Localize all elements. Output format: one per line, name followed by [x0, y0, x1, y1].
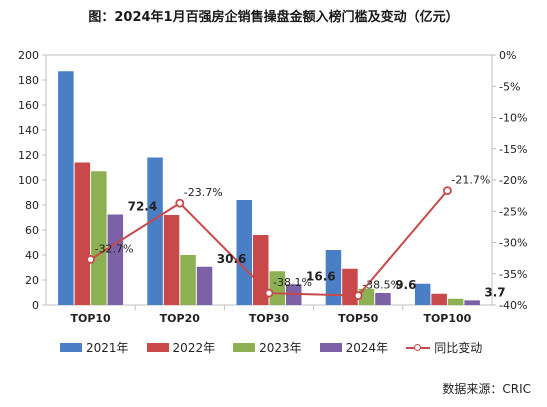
y2-tick-label: -5% [499, 80, 520, 93]
bar-2022年-TOP20 [163, 215, 180, 305]
bar-data-label: 9.6 [395, 278, 416, 292]
bar-data-label: 3.7 [484, 285, 505, 299]
legend-label-yoy: 同比变动 [434, 341, 483, 355]
legend-item-2021: 2021年 [60, 339, 129, 356]
yoy-data-label: -38.5% [362, 279, 401, 292]
y2-tick-label: -30% [499, 237, 527, 250]
bar-data-label: 16.6 [306, 269, 336, 283]
y2-tick-label: -15% [499, 143, 527, 156]
y-tick-label: 0 [32, 299, 39, 312]
yoy-marker [86, 254, 95, 264]
x-tick-label: TOP30 [249, 312, 290, 325]
legend-label-2022: 2022年 [172, 341, 216, 355]
y-tick-label: 100 [18, 174, 39, 187]
legend-swatch-2021 [60, 343, 82, 352]
bar-2024年-TOP50 [375, 293, 391, 305]
source-note: 数据来源：CRIC [442, 382, 531, 396]
yoy-marker [353, 291, 363, 301]
x-tick-label: TOP20 [160, 312, 201, 325]
bar-2024年-TOP20 [196, 266, 213, 305]
yoy-data-label: -32.7% [95, 242, 134, 255]
legend-swatch-yoy [406, 343, 431, 353]
y2-tick-label: -10% [499, 112, 527, 125]
yoy-data-label: -21.7% [451, 174, 490, 187]
x-tick-label: TOP100 [423, 312, 471, 325]
legend-swatch-2023 [233, 343, 256, 352]
y-tick-label: 160 [18, 99, 39, 112]
bar-data-label: 72.4 [128, 200, 158, 214]
bar-2022年-TOP100 [431, 293, 447, 305]
bar-2022年-TOP50 [342, 268, 358, 305]
legend-label-2024: 2024年 [345, 341, 389, 355]
yoy-data-label: -38.1% [273, 276, 312, 289]
bar-data-label: 30.6 [217, 252, 247, 266]
y2-tick-label: 0% [499, 49, 516, 62]
bar-2024年-TOP100 [464, 300, 480, 305]
bar-2023年-TOP10 [91, 171, 107, 305]
y-tick-label: 200 [18, 49, 39, 62]
yoy-marker [442, 186, 452, 196]
y2-tick-label: -25% [499, 205, 527, 218]
bar-2024年-TOP10 [107, 214, 124, 305]
y-tick-label: 40 [25, 249, 39, 262]
bar-2021年-TOP100 [414, 283, 431, 305]
legend-swatch-2022 [146, 343, 169, 352]
x-tick-label: TOP10 [70, 312, 111, 325]
legend-item-yoy: 同比变动 [406, 339, 482, 356]
legend-swatch-2024 [319, 343, 342, 352]
y-tick-label: 120 [18, 149, 39, 162]
y-tick-label: 80 [25, 199, 39, 212]
bar-2023年-TOP100 [447, 298, 464, 305]
yoy-marker [264, 288, 274, 298]
legend-label-2023: 2023年 [259, 341, 302, 355]
y-tick-label: 180 [18, 74, 39, 87]
y-tick-label: 140 [18, 124, 39, 137]
y-tick-label: 60 [25, 224, 39, 237]
bar-2021年-TOP10 [58, 71, 74, 305]
bar-2023年-TOP30 [269, 271, 285, 305]
legend-item-2022: 2022年 [146, 339, 216, 356]
bar-2021年-TOP30 [236, 200, 252, 305]
y-tick-label: 20 [25, 274, 39, 287]
y2-tick-label: -20% [499, 174, 527, 187]
bar-2023年-TOP50 [358, 288, 375, 305]
y2-tick-label: -40% [499, 299, 527, 312]
legend-item-2023: 2023年 [233, 339, 302, 356]
yoy-data-label: -23.7% [184, 186, 223, 199]
legend: 2021年 2022年 2023年 2024年 同比变动 [60, 339, 482, 356]
bar-2023年-TOP20 [180, 255, 196, 305]
legend-item-2024: 2024年 [319, 339, 389, 356]
chart-title: 图：2024年1月百强房企销售操盘金额入榜门槛及变动（亿元） [88, 10, 459, 25]
bar-2022年-TOP10 [74, 162, 91, 305]
bar-2021年-TOP50 [325, 250, 342, 305]
yoy-marker [175, 198, 185, 208]
legend-label-2021: 2021年 [86, 341, 129, 355]
y2-tick-label: -35% [499, 268, 527, 281]
bar-2021年-TOP20 [147, 157, 163, 305]
x-tick-label: TOP50 [338, 312, 379, 325]
